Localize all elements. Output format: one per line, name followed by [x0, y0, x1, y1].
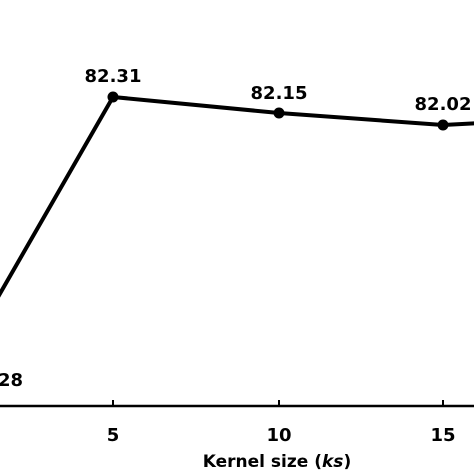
data-label-5: 82.31 [85, 66, 142, 87]
x-axis-label: Kernel size (ks) [203, 452, 351, 472]
series-line [0, 95, 474, 298]
data-label-10: 82.15 [251, 83, 308, 104]
data-label-15: 82.02 [415, 94, 472, 115]
x-ticks [112, 400, 444, 406]
x-tick-label-15: 15 [430, 425, 455, 446]
data-label-3: 28 [0, 370, 23, 391]
x-tick-label-10: 10 [266, 425, 291, 446]
data-point-5 [107, 91, 119, 103]
x-axis-label-prefix: Kernel size ( [203, 452, 322, 472]
data-point-15 [437, 119, 449, 131]
x-axis-label-variable: ks [322, 452, 343, 472]
data-point-10 [273, 107, 285, 119]
x-tick-label-5: 5 [107, 425, 120, 446]
x-axis-label-suffix: ) [343, 452, 351, 472]
